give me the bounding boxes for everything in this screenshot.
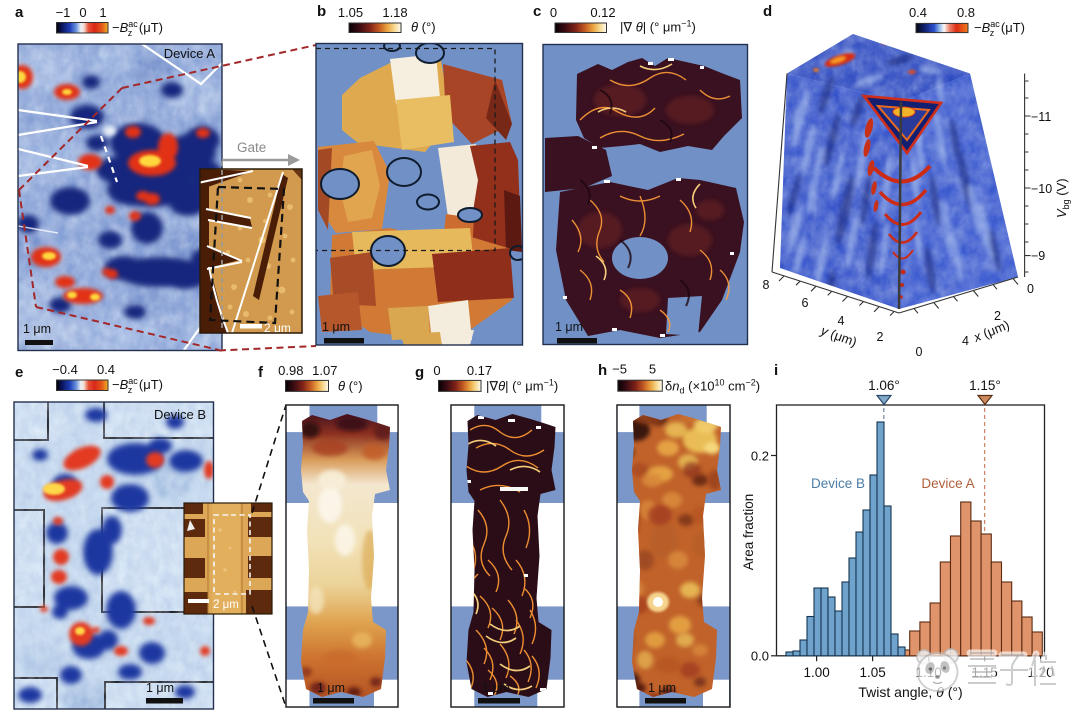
svg-text:0: 0 [433, 363, 440, 378]
svg-text:1: 1 [99, 5, 106, 20]
svg-text:1 μm: 1 μm [322, 320, 350, 334]
svg-text:0.98: 0.98 [278, 363, 303, 378]
svg-text:1 μm: 1 μm [555, 320, 583, 334]
svg-text:2 μm: 2 μm [264, 321, 291, 335]
svg-text:−10: −10 [1031, 182, 1052, 196]
svg-text:1.07: 1.07 [312, 363, 337, 378]
svg-text:6: 6 [802, 296, 809, 310]
svg-text:Gate: Gate [237, 140, 266, 155]
svg-text:2: 2 [994, 309, 1001, 323]
svg-text:Device A: Device A [921, 476, 974, 491]
svg-text:a: a [15, 4, 24, 21]
svg-text:|∇θ| (° μm−1): |∇θ| (° μm−1) [486, 378, 558, 394]
svg-text:Device B: Device B [811, 476, 865, 491]
svg-text:h: h [598, 362, 607, 379]
svg-text:2 μm: 2 μm [213, 599, 239, 611]
svg-text:e: e [15, 364, 23, 381]
svg-text:1.18: 1.18 [382, 5, 407, 20]
svg-text:−0.4: −0.4 [52, 362, 78, 377]
svg-text:−9: −9 [1031, 249, 1045, 263]
svg-text:−5: −5 [612, 362, 627, 377]
svg-text:0: 0 [79, 5, 86, 20]
svg-text:1.15°: 1.15° [969, 378, 1001, 393]
svg-text:d: d [763, 3, 772, 20]
svg-text:0: 0 [550, 5, 557, 20]
svg-text:1.06°: 1.06° [868, 378, 900, 393]
svg-text:Device B: Device B [154, 407, 206, 422]
svg-text:1.05: 1.05 [338, 5, 363, 20]
svg-text:Area fraction: Area fraction [741, 494, 756, 571]
svg-text:g: g [415, 364, 424, 381]
svg-text:Vbg (V): Vbg (V) [1054, 178, 1071, 218]
svg-text:4: 4 [838, 314, 845, 328]
svg-text:c: c [533, 3, 541, 20]
svg-text:0: 0 [916, 345, 923, 359]
svg-text:δnd (×1010 cm−2): δnd (×1010 cm−2) [665, 378, 760, 396]
svg-text:−11: −11 [1031, 110, 1051, 124]
svg-text:4: 4 [962, 334, 969, 348]
svg-text:−1: −1 [56, 5, 71, 20]
svg-text:Device A: Device A [164, 46, 216, 61]
svg-text:b: b [317, 3, 326, 20]
svg-text:1.00: 1.00 [803, 665, 829, 680]
svg-text:f: f [258, 364, 264, 381]
svg-text:0.4: 0.4 [97, 362, 115, 377]
svg-text:i: i [774, 362, 778, 379]
svg-text:x (μm): x (μm) [971, 317, 1012, 345]
svg-text:1 μm: 1 μm [23, 322, 51, 336]
svg-text:0.2: 0.2 [751, 449, 769, 464]
svg-text:0: 0 [1027, 282, 1034, 296]
svg-text:0.17: 0.17 [467, 363, 492, 378]
svg-text:0.12: 0.12 [590, 5, 615, 20]
svg-text:1 μm: 1 μm [482, 681, 510, 695]
svg-text:θ (°): θ (°) [411, 20, 436, 35]
svg-text:1 μm: 1 μm [146, 681, 174, 695]
svg-text:0.8: 0.8 [957, 5, 975, 20]
svg-text:|∇ θ| (° μm−1): |∇ θ| (° μm−1) [620, 19, 696, 35]
svg-text:8: 8 [763, 278, 770, 292]
svg-text:0.4: 0.4 [909, 5, 927, 20]
svg-text:1 μm: 1 μm [648, 681, 676, 695]
svg-text:1.05: 1.05 [859, 665, 885, 680]
svg-text:θ (°): θ (°) [338, 379, 363, 394]
svg-text:5: 5 [649, 362, 656, 377]
svg-text:1 μm: 1 μm [317, 681, 345, 695]
svg-text:0.0: 0.0 [751, 649, 769, 664]
svg-text:2: 2 [877, 330, 884, 344]
